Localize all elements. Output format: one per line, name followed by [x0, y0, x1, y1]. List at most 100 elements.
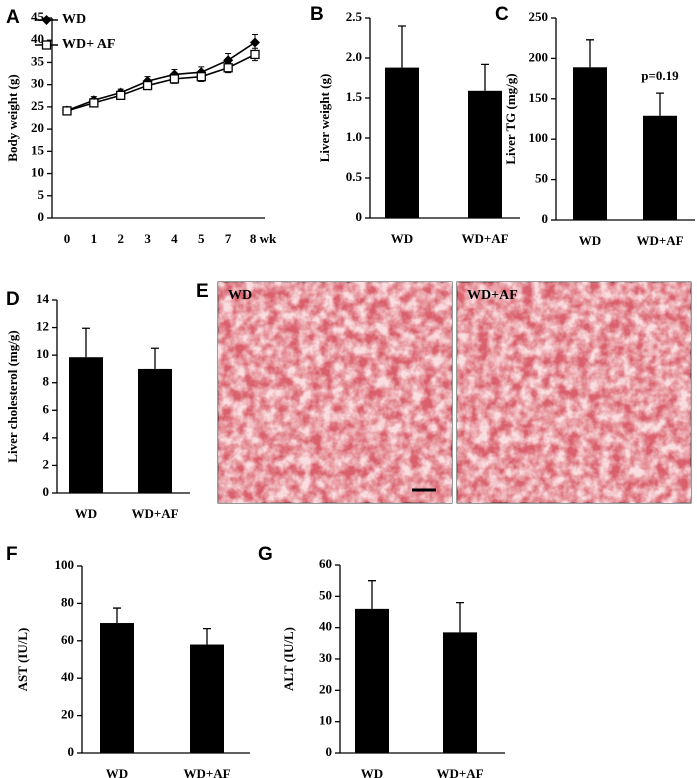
panel-label: E [196, 281, 209, 302]
x-tick-label: WD [75, 506, 97, 521]
panel-label: G [258, 544, 273, 565]
y-tick-label: 30 [319, 650, 332, 665]
y-tick-label: 20 [319, 681, 332, 696]
y-tick-label: 0 [38, 209, 45, 224]
point [169, 74, 180, 84]
x-tick-label: WD [106, 766, 128, 778]
y-tick-label: 12 [36, 319, 49, 334]
panel-label: F [6, 544, 18, 565]
x-tick-label: WD+AF [461, 231, 508, 246]
error-bar [656, 92, 664, 116]
y-tick-label: 30 [31, 76, 44, 91]
y-tick-label: 0.5 [346, 169, 363, 184]
error-bar [113, 607, 121, 624]
x-tick-label: 8 wk [250, 231, 277, 246]
y-tick-label: 15 [31, 142, 45, 157]
histology-texture [457, 282, 691, 503]
y-tick-label: 2.0 [346, 49, 362, 64]
bar [190, 644, 224, 753]
panel-label: C [495, 4, 509, 25]
error-bar [398, 25, 406, 68]
error-bar [368, 580, 376, 609]
y-axis-label: Body weight (g) [5, 74, 20, 161]
y-tick-label: 0 [356, 209, 363, 224]
x-tick-label: WD+AF [636, 233, 683, 248]
y-tick-label: 4 [43, 429, 50, 444]
y-tick-label: 100 [529, 130, 549, 145]
x-tick-label: WD [579, 233, 601, 248]
image-label: WD [228, 288, 252, 303]
y-tick-label: 20 [61, 707, 74, 722]
y-tick-label: 40 [61, 669, 74, 684]
error-bar [481, 63, 489, 91]
error-bar [456, 601, 464, 633]
point [62, 106, 72, 116]
legend-label: WD+ AF [62, 37, 115, 52]
image-label: WD+AF [467, 288, 518, 303]
x-tick-label: WD [391, 231, 413, 246]
y-tick-label: 40 [31, 31, 44, 46]
y-axis-label: AST (IU/L) [15, 628, 30, 692]
x-tick-label: 4 [171, 231, 178, 246]
legend-marker [41, 40, 52, 50]
bar [355, 608, 389, 753]
point [250, 37, 260, 48]
bar [100, 623, 134, 753]
y-tick-label: 14 [36, 291, 50, 306]
y-tick-label: 250 [529, 9, 549, 24]
point [196, 72, 206, 82]
y-tick-label: 5 [38, 187, 45, 202]
point [116, 90, 126, 100]
point [89, 98, 99, 108]
y-tick-label: 10 [36, 346, 49, 361]
y-axis-label: Liver weight (g) [317, 74, 332, 163]
legend-label: WD [62, 12, 86, 27]
y-tick-label: 150 [529, 90, 549, 105]
y-tick-label: 2.5 [346, 9, 363, 24]
bar [443, 632, 477, 753]
y-tick-label: 50 [535, 171, 548, 186]
legend-marker [41, 15, 52, 25]
x-tick-label: 7 [225, 231, 232, 246]
y-tick-label: 60 [61, 632, 74, 647]
y-tick-label: 0 [68, 744, 75, 759]
y-axis-label: ALT (IU/L) [281, 627, 296, 691]
y-tick-label: 0 [326, 744, 333, 759]
error-bar [82, 327, 90, 358]
panel-label: A [6, 7, 20, 28]
bar [643, 115, 677, 220]
x-tick-label: 0 [64, 231, 71, 246]
error-bar [203, 627, 211, 645]
error-bar [151, 347, 159, 369]
y-tick-label: 45 [31, 9, 45, 24]
y-tick-label: 2 [43, 456, 50, 471]
x-tick-label: 2 [117, 231, 124, 246]
y-tick-label: 10 [319, 713, 332, 728]
y-tick-label: 200 [529, 49, 549, 64]
y-tick-label: 60 [319, 556, 332, 571]
x-tick-label: WD+AF [183, 766, 230, 778]
bar [138, 368, 172, 493]
bar [69, 357, 103, 493]
y-tick-label: 6 [43, 401, 50, 416]
panel-label: D [6, 289, 20, 310]
y-tick-label: 50 [319, 587, 332, 602]
y-tick-label: 35 [31, 53, 45, 68]
x-tick-label: WD+AF [436, 766, 483, 778]
error-bar [586, 39, 594, 68]
bar [573, 67, 607, 221]
y-axis-label: Liver cholesterol (mg/g) [5, 330, 20, 462]
x-tick-label: WD+AF [131, 506, 178, 521]
y-tick-label: 100 [55, 557, 75, 572]
x-tick-label: 5 [198, 231, 205, 246]
y-axis-label: Liver TG (mg/g) [503, 73, 518, 164]
y-tick-label: 25 [31, 98, 45, 113]
y-tick-label: 10 [31, 165, 44, 180]
x-tick-label: WD [361, 766, 383, 778]
panel-label: B [310, 4, 324, 25]
point [142, 80, 153, 91]
bar [385, 67, 419, 218]
x-tick-label: 3 [144, 231, 151, 246]
point [223, 63, 233, 73]
